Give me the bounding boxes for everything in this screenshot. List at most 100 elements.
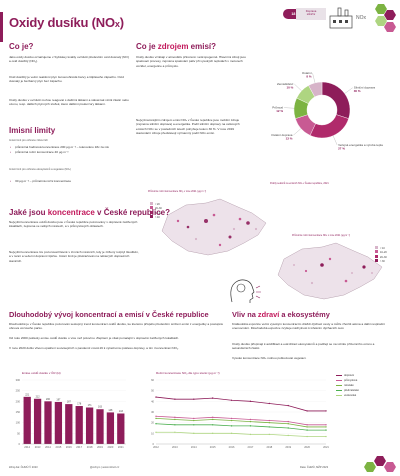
series-point [193,432,195,435]
zdroje-text-2: Nejvýznamnějším zdrojem emisí NOₓ v Česk… [136,118,240,136]
series-point [230,399,233,401]
series-point [306,410,308,412]
chart-title: Emise oxidů dusíku v ČR (kt) [22,370,61,375]
x-tick-label: 2017 [76,445,82,449]
limity-list-2: 30 µg.m⁻³ – průměrná roční koncentrace [9,179,129,184]
series-point [155,423,157,425]
chart-title: Roční koncentrace NO₂ dle typu stanic (µ… [156,371,220,375]
x-tick-label: 2016 [229,445,235,449]
legend-item: venkovské [336,394,359,399]
legend-item: > 30 [375,259,387,263]
bar-value-label: 171 [88,404,93,407]
series-line [156,431,326,437]
map-nox: Průměrné roční koncentrace NOₓ v roce 20… [272,234,396,308]
y-tick-label: 40 [151,399,154,403]
list-item: průměrná hodinová koncentrace 200 µg.m⁻³… [9,145,129,150]
x-tick-label: 2012 [24,445,30,449]
bar [23,396,31,444]
series-point [211,397,214,399]
series-point [174,416,176,419]
bar-value-label: 187 [67,401,72,404]
donut-value: 8 % [306,75,312,79]
decor-hex [384,462,396,472]
y-tick-label: 60 [151,378,154,382]
decor-hex [384,10,396,20]
x-tick-label: 2012 [153,445,159,449]
x-tick-label: 2015 [210,445,216,449]
x-tick-label: 2018 [87,445,93,449]
bar [106,412,115,444]
section-heading-koncentrace: Jaké jsou koncentrace v České republice? [9,208,170,217]
legend-item: 30–40 [150,210,162,215]
x-tick-label: 2014 [191,445,197,449]
x-tick-label: 2020 [108,445,114,449]
bar [85,407,94,444]
sources-donut: Silniční doprava 30 % Veřejná energetika a… [248,40,396,180]
series-point [306,426,308,428]
x-tick-label: 2021 [323,445,329,449]
bar-value-label: 200 [46,398,51,401]
y-tick-label: 50 [17,431,20,435]
legend-item: 10–20 [375,250,387,254]
bar-value-label: 143 [119,410,124,413]
series-point [230,425,233,427]
section-heading-co-je: Co je? [9,42,34,51]
series-point [174,431,176,433]
donut-label: Průmysl [272,106,283,110]
map-no2: Průměrné roční koncentrace NO₂ v roce 20… [148,190,272,264]
series-point [325,424,327,426]
list-item: 30 µg.m⁻³ – průměrná roční koncentrace [9,179,129,184]
donut-leader [294,83,302,91]
series-point [268,433,271,436]
x-tick-label: 2014 [45,445,51,449]
legend-item: 20–30 [375,254,387,259]
limity-list-1: průměrná hodinová koncentrace 200 µg.m⁻³… [9,145,129,154]
donut-slice [308,81,323,98]
series-point [193,419,195,422]
series-point [155,417,157,420]
series-point [287,427,289,429]
donut-label: Silniční doprava [354,86,376,90]
y-tick-label: 10 [151,431,154,435]
limity-subheading-1: Imisní limit pro ochranu zdraví lidí [9,139,48,142]
series-point [325,429,327,431]
koncentrace-text-2: Nejvyšší koncentrace lze pozorovat hlavn… [9,250,139,263]
donut-value: 30 % [354,89,361,93]
x-tick-label: 2016 [66,445,72,449]
x-tick-label: 2021 [118,445,124,449]
limity-subheading-2: Imisní limit pro ochranu ekosystémů a ve… [9,168,71,171]
list-item: průměrná roční koncentrace 40 µg.m⁻³ [9,150,129,155]
donut-value: 27 % [338,146,345,150]
series-point [249,420,252,423]
series-point [306,435,308,438]
legend-item: < 20 [150,202,162,206]
legend-item: městské [336,384,359,389]
ekosystemy-text-3: Vysoké koncentrace NOₓ mohou poškozovat … [232,356,307,360]
series-point [174,398,176,400]
y-tick-label: 0 [153,442,155,446]
bar-value-label: 212 [36,395,41,398]
donut-leader [293,128,302,136]
series-point [230,419,233,422]
section-heading-ekosystemy: Vliv na zdraví a ekosystémy [232,310,330,319]
co-je-text-1: Jako oxidy dusíku označujeme v Sybiskey … [9,55,129,64]
decor-hex [375,4,387,14]
x-tick-label: 2015 [56,445,62,449]
series-point [268,421,271,424]
co-je-text-2: Oxid dusičitý je velmi reaktivní plyn če… [9,75,124,84]
series-point [249,400,252,403]
map1-legend: < 20 20–30 30–40 > 40 [150,202,162,219]
title-accent [0,12,3,42]
series-point [287,434,289,437]
footer-credit: @ochym | www.infoviz.cz [90,466,120,469]
x-tick-label: 2013 [172,445,178,449]
series-point [174,424,176,426]
factory-icon: NOx [328,6,372,30]
legend-item: dopravní [336,374,359,379]
x-tick-label: 2013 [35,445,41,449]
decor-hex [364,462,376,472]
series-point [306,424,308,426]
trend-text-3: V roce 2020 došlo vlivem opatření souvis… [9,346,180,350]
series-point [325,435,327,438]
series-point [155,415,157,417]
